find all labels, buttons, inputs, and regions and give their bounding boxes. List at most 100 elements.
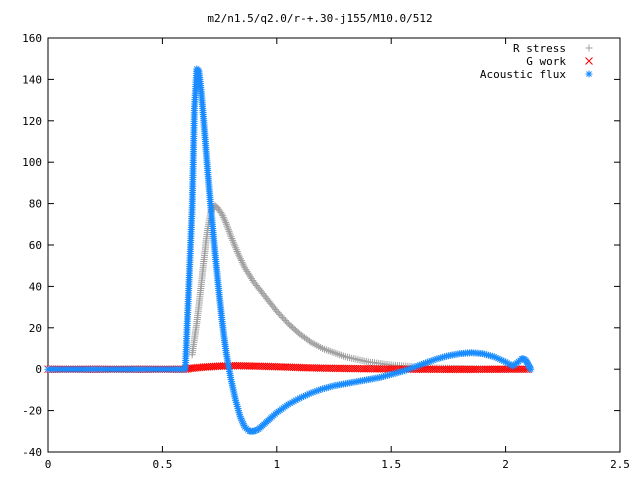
data-point	[494, 355, 502, 363]
data-point	[439, 353, 447, 361]
chart-title: m2/n1.5/q2.0/r-+.30-j155/M10.0/512	[207, 12, 432, 25]
data-point	[284, 400, 292, 408]
data-point	[288, 398, 296, 406]
data-point	[225, 227, 233, 235]
data-point	[381, 372, 389, 380]
data-point	[242, 266, 250, 274]
data-point	[232, 398, 240, 406]
data-point	[383, 371, 391, 379]
data-point	[224, 224, 232, 232]
legend-marker	[585, 57, 593, 65]
data-point	[226, 229, 234, 237]
data-point	[311, 388, 319, 396]
data-point	[218, 210, 226, 218]
data-point	[240, 262, 248, 270]
y-tick-label: 160	[22, 32, 42, 45]
data-point	[418, 360, 426, 368]
data-point	[239, 260, 247, 268]
data-point	[395, 368, 403, 376]
data-point	[250, 427, 258, 435]
data-point	[236, 255, 244, 263]
data-point	[416, 361, 424, 369]
data-point	[224, 226, 232, 234]
legend-label: R stress	[513, 42, 566, 55]
data-point	[328, 382, 336, 390]
data-point	[235, 251, 243, 259]
data-point	[313, 387, 321, 395]
data-point	[309, 388, 317, 396]
data-point	[397, 368, 405, 376]
data-point	[408, 364, 416, 372]
y-tick-label: 100	[22, 156, 42, 169]
data-point	[253, 426, 261, 434]
data-point	[238, 258, 246, 266]
axes-layer: 0 0.5 1 1.5 2 2.5 -40 -20 0 20 40 60 80 100 120 140 160	[22, 32, 630, 471]
data-point	[498, 356, 506, 364]
data-point	[276, 310, 284, 318]
data-point	[220, 215, 228, 223]
data-point	[245, 271, 253, 279]
data-point	[492, 354, 500, 362]
data-point	[277, 312, 285, 320]
data-point	[246, 273, 254, 281]
data-point	[219, 213, 227, 221]
data-point	[222, 220, 230, 228]
x-tick-label: 2.5	[610, 458, 630, 471]
data-point	[427, 357, 435, 365]
data-point	[286, 399, 294, 407]
data-point	[319, 385, 327, 393]
data-point	[223, 222, 231, 230]
data-point	[244, 269, 252, 277]
data-point	[431, 356, 439, 364]
x-tick-label: 1	[273, 458, 280, 471]
data-point	[527, 365, 535, 373]
data-point	[496, 355, 504, 363]
data-point	[402, 366, 410, 374]
data-point	[221, 217, 229, 225]
data-point	[412, 362, 420, 370]
data-point	[500, 357, 508, 365]
data-point	[299, 392, 307, 400]
y-tick-label: -20	[22, 405, 42, 418]
y-tick-label: 140	[22, 73, 42, 86]
data-point	[234, 407, 242, 415]
data-point	[279, 313, 287, 321]
data-point	[404, 365, 412, 373]
data-point	[251, 427, 259, 435]
data-point	[326, 383, 334, 391]
data-point	[273, 307, 281, 315]
data-point	[315, 386, 323, 394]
data-point	[441, 353, 449, 361]
data-point	[235, 409, 243, 417]
data-point	[389, 370, 397, 378]
data-point	[401, 367, 409, 375]
data-point	[305, 337, 313, 345]
legend-marker	[585, 44, 593, 52]
y-tick-label: 40	[29, 280, 42, 293]
data-point	[490, 353, 498, 361]
data-point	[406, 365, 414, 373]
series-0	[188, 202, 532, 373]
data-point	[481, 350, 489, 358]
data-point	[236, 411, 244, 419]
data-point	[294, 395, 302, 403]
data-point	[423, 358, 431, 366]
data-point	[420, 360, 428, 368]
data-point	[324, 383, 332, 391]
data-point	[238, 416, 246, 424]
data-point	[484, 351, 492, 359]
data-point	[391, 369, 399, 377]
data-point	[274, 309, 282, 317]
series-2	[44, 65, 535, 435]
data-point	[233, 402, 241, 410]
data-point	[243, 267, 251, 275]
data-point	[236, 253, 244, 261]
data-layer	[44, 65, 535, 435]
data-point	[483, 351, 491, 359]
y-tick-label: 60	[29, 239, 42, 252]
data-point	[301, 392, 309, 400]
legend-label: G work	[526, 55, 566, 68]
data-point	[240, 421, 248, 429]
